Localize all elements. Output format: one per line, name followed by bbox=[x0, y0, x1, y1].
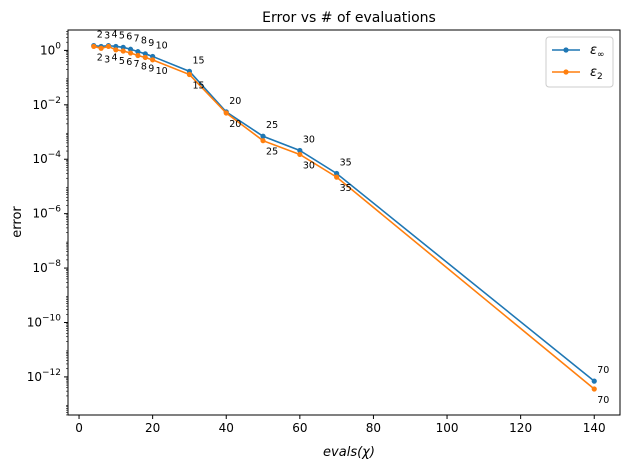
point-label: 3 bbox=[104, 30, 110, 41]
point-label: 20 bbox=[229, 96, 241, 107]
data-point bbox=[142, 51, 148, 57]
x-axis-label: evals(χ) bbox=[323, 445, 375, 460]
data-point bbox=[120, 48, 126, 54]
point-label: 2 bbox=[97, 52, 103, 63]
data-point bbox=[135, 49, 141, 55]
point-label: 25 bbox=[266, 120, 278, 131]
point-label: 30 bbox=[303, 134, 315, 145]
data-point bbox=[591, 378, 597, 384]
point-label: 6 bbox=[126, 57, 132, 68]
point-label: 6 bbox=[126, 31, 132, 42]
axes: 0 20 40 60 80 100 120 140 100 10−2 10−4 10−6 10−8 10−… bbox=[27, 31, 606, 435]
point-label: 35 bbox=[340, 157, 352, 168]
point-label: 2 bbox=[97, 30, 103, 41]
x-tick-label: 100 bbox=[436, 421, 459, 435]
y-tick-label: 10−8 bbox=[32, 259, 61, 275]
point-label: 70 bbox=[597, 365, 609, 376]
point-label: 9 bbox=[148, 63, 154, 74]
data-point bbox=[135, 52, 141, 59]
legend-box bbox=[545, 36, 614, 88]
series-layer bbox=[91, 43, 597, 392]
x-tick-label: 140 bbox=[583, 421, 606, 435]
point-label: 10 bbox=[156, 66, 168, 77]
data-point bbox=[297, 147, 303, 154]
point-label: 25 bbox=[266, 147, 278, 158]
point-label: 70 bbox=[597, 395, 609, 406]
data-point bbox=[127, 50, 134, 56]
data-point bbox=[591, 386, 597, 392]
x-tick-label: 40 bbox=[219, 421, 234, 435]
y-tick-label: 10−6 bbox=[32, 205, 61, 221]
series-line bbox=[93, 44, 595, 382]
data-point bbox=[186, 71, 193, 78]
point-label: 30 bbox=[303, 160, 315, 171]
data-point bbox=[142, 54, 148, 61]
x-tick-label: 0 bbox=[75, 421, 83, 435]
point-label: 8 bbox=[141, 61, 147, 72]
chart-title: Error vs # of evaluations bbox=[262, 10, 436, 26]
data-point bbox=[105, 43, 112, 50]
point-label: 4 bbox=[111, 52, 117, 63]
y-tick-label: 100 bbox=[40, 41, 61, 57]
y-tick-label: 10−10 bbox=[27, 313, 62, 329]
y-tick-label: 10−4 bbox=[32, 150, 61, 166]
data-point bbox=[260, 138, 266, 144]
point-label: 35 bbox=[340, 183, 352, 194]
data-point bbox=[113, 47, 119, 53]
y-tick-label: 10−12 bbox=[27, 368, 61, 384]
point-label: 7 bbox=[134, 59, 140, 70]
x-tick-label: 120 bbox=[509, 421, 532, 435]
y-axis-label: error bbox=[10, 206, 25, 238]
data-point bbox=[127, 46, 134, 52]
point-label: 5 bbox=[119, 56, 125, 67]
x-tick-label: 80 bbox=[366, 421, 381, 435]
legend-label: ε∞ bbox=[590, 43, 605, 60]
legend-swatch-marker bbox=[563, 69, 569, 75]
point-label: 15 bbox=[192, 81, 204, 92]
legend: ε∞ ε2 bbox=[545, 36, 614, 88]
y-tick-label: 10−2 bbox=[32, 96, 61, 112]
point-label: 8 bbox=[141, 36, 147, 47]
x-tick-label: 20 bbox=[145, 421, 160, 435]
x-tick-label: 60 bbox=[292, 421, 307, 435]
data-point bbox=[150, 57, 156, 63]
point-label: 3 bbox=[104, 54, 110, 65]
data-point bbox=[120, 44, 126, 50]
point-label: 7 bbox=[134, 33, 140, 44]
data-point bbox=[260, 133, 266, 139]
plot-frame bbox=[67, 29, 621, 416]
data-point bbox=[334, 174, 340, 180]
point-label: 15 bbox=[192, 55, 204, 66]
point-label: 5 bbox=[119, 30, 125, 41]
data-point bbox=[297, 151, 303, 158]
point-label: 10 bbox=[156, 40, 168, 51]
point-label: 9 bbox=[148, 38, 154, 49]
legend-label: ε2 bbox=[590, 65, 603, 82]
series-line bbox=[93, 45, 595, 390]
data-point bbox=[91, 43, 97, 50]
data-point bbox=[98, 45, 104, 51]
point-label: 4 bbox=[111, 30, 117, 41]
data-point bbox=[334, 170, 340, 177]
data-point bbox=[223, 110, 229, 116]
legend-swatch-marker bbox=[563, 47, 569, 53]
point-label: 20 bbox=[229, 119, 241, 130]
